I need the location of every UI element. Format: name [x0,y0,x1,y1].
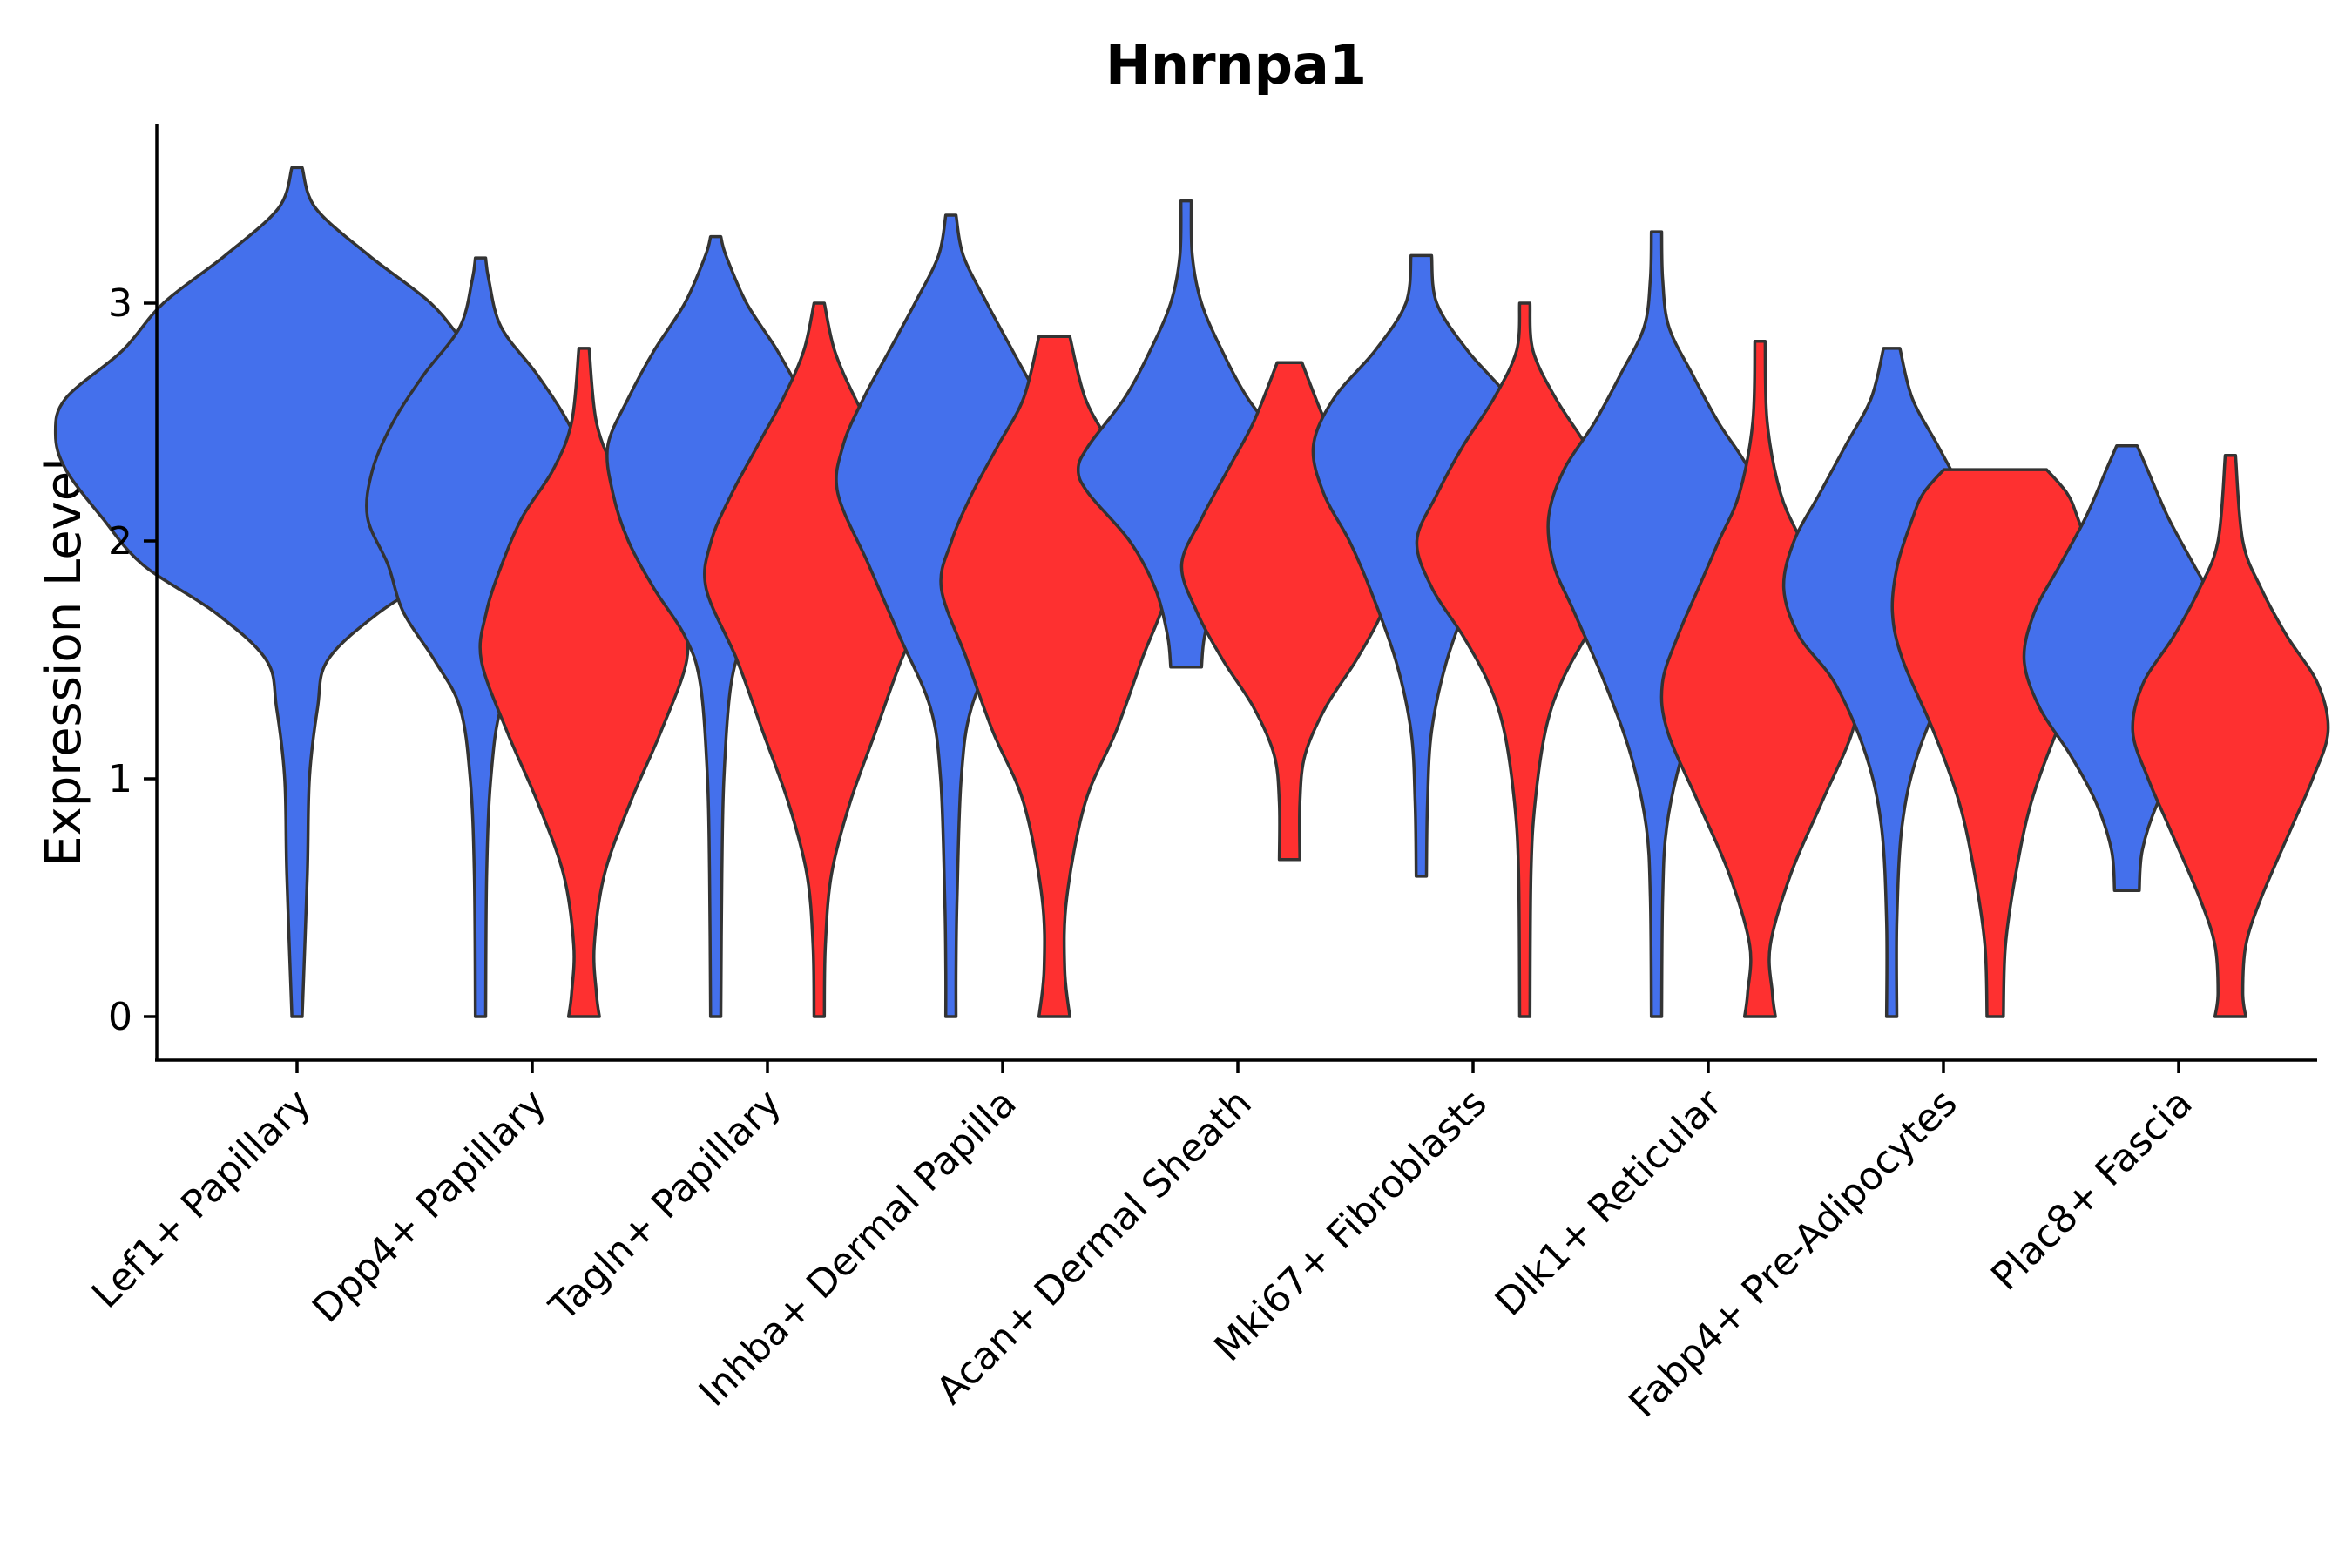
chart-title: Hnrnpa1 [1105,33,1367,97]
y-tick-label: 3 [108,281,132,326]
x-tick-label: Dpp4+ Papillary [304,1081,555,1332]
x-tick-label: Lef1+ Papillary [84,1081,320,1317]
x-tick-label: Plac8+ Fascia [1983,1081,2201,1300]
x-tick-label: Dlk1+ Reticular [1487,1080,1732,1325]
y-tick-label: 1 [108,757,132,801]
y-axis-label: Expression Level [36,457,92,867]
violin-7-group2 [1659,339,1861,1018]
y-tick-label: 2 [108,519,132,564]
violin-1-group1 [53,166,541,1018]
violins-layer [53,166,2330,1018]
y-ticks: 0 1 2 3 [108,281,157,1039]
violin-9-group2 [2131,453,2330,1018]
y-tick-label: 0 [108,995,132,1039]
x-tick-label: Mki67+ Fibroblasts [1206,1081,1495,1370]
x-tick-label: Tagln+ Papillary [541,1081,790,1330]
